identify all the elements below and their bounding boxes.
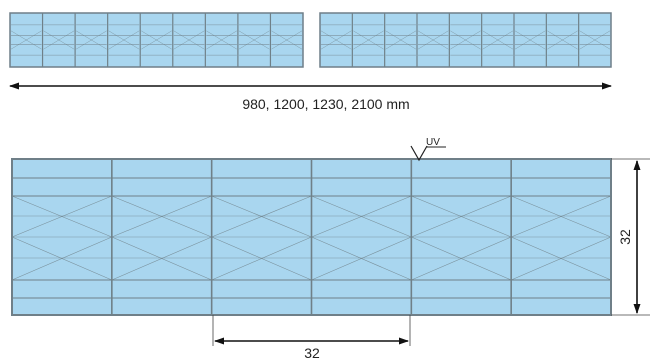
- section-inner-structure: [11, 159, 612, 315]
- section-truss-diagonal: [311, 195, 412, 238]
- section-truss-diagonal: [111, 195, 212, 238]
- top-cell-diagonal: [141, 30, 172, 50]
- length-label: 980, 1200, 1230, 2100 mm: [242, 96, 409, 112]
- uv-label: UV: [426, 137, 440, 148]
- top-cell-diagonal: [75, 30, 107, 50]
- section-truss-diagonal: [411, 236, 512, 281]
- section-truss-diagonal: [311, 236, 412, 281]
- section-truss-diagonal: [11, 236, 112, 281]
- top-cell-diagonal: [514, 30, 546, 50]
- top-cell-diagonal: [450, 30, 481, 50]
- top-cell-diagonal: [353, 30, 384, 50]
- section-view: UV 32 32: [11, 137, 650, 361]
- top-cell-diagonal: [417, 30, 449, 50]
- thickness-label: 32: [617, 229, 633, 245]
- section-truss-diagonal: [211, 236, 312, 281]
- top-panel-left-cells: [10, 13, 303, 67]
- section-truss-diagonal: [411, 195, 512, 238]
- top-cell-diagonal: [173, 30, 205, 50]
- top-cell-diagonal: [43, 30, 75, 50]
- top-cell-diagonal: [320, 30, 352, 50]
- top-cell-diagonal: [238, 30, 270, 50]
- top-panel-right-cells: [320, 13, 611, 67]
- uv-protection-mark: [410, 145, 428, 162]
- top-cell-diagonal: [482, 30, 514, 50]
- top-view: 980, 1200, 1230, 2100 mm: [9, 12, 612, 112]
- section-truss-diagonal: [111, 236, 212, 281]
- top-cell-diagonal: [579, 30, 611, 50]
- cell-width-label: 32: [304, 345, 320, 361]
- section-truss-diagonal: [11, 195, 112, 238]
- top-cell-diagonal: [385, 30, 417, 50]
- top-cell-diagonal: [108, 30, 140, 50]
- section-truss-diagonal: [211, 195, 312, 238]
- top-cell-diagonal: [206, 30, 238, 50]
- top-cell-diagonal: [271, 30, 303, 50]
- top-cell-diagonal: [10, 30, 42, 50]
- section-truss-diagonal: [511, 195, 612, 238]
- top-cell-diagonal: [547, 30, 578, 50]
- section-truss-diagonal: [511, 236, 612, 281]
